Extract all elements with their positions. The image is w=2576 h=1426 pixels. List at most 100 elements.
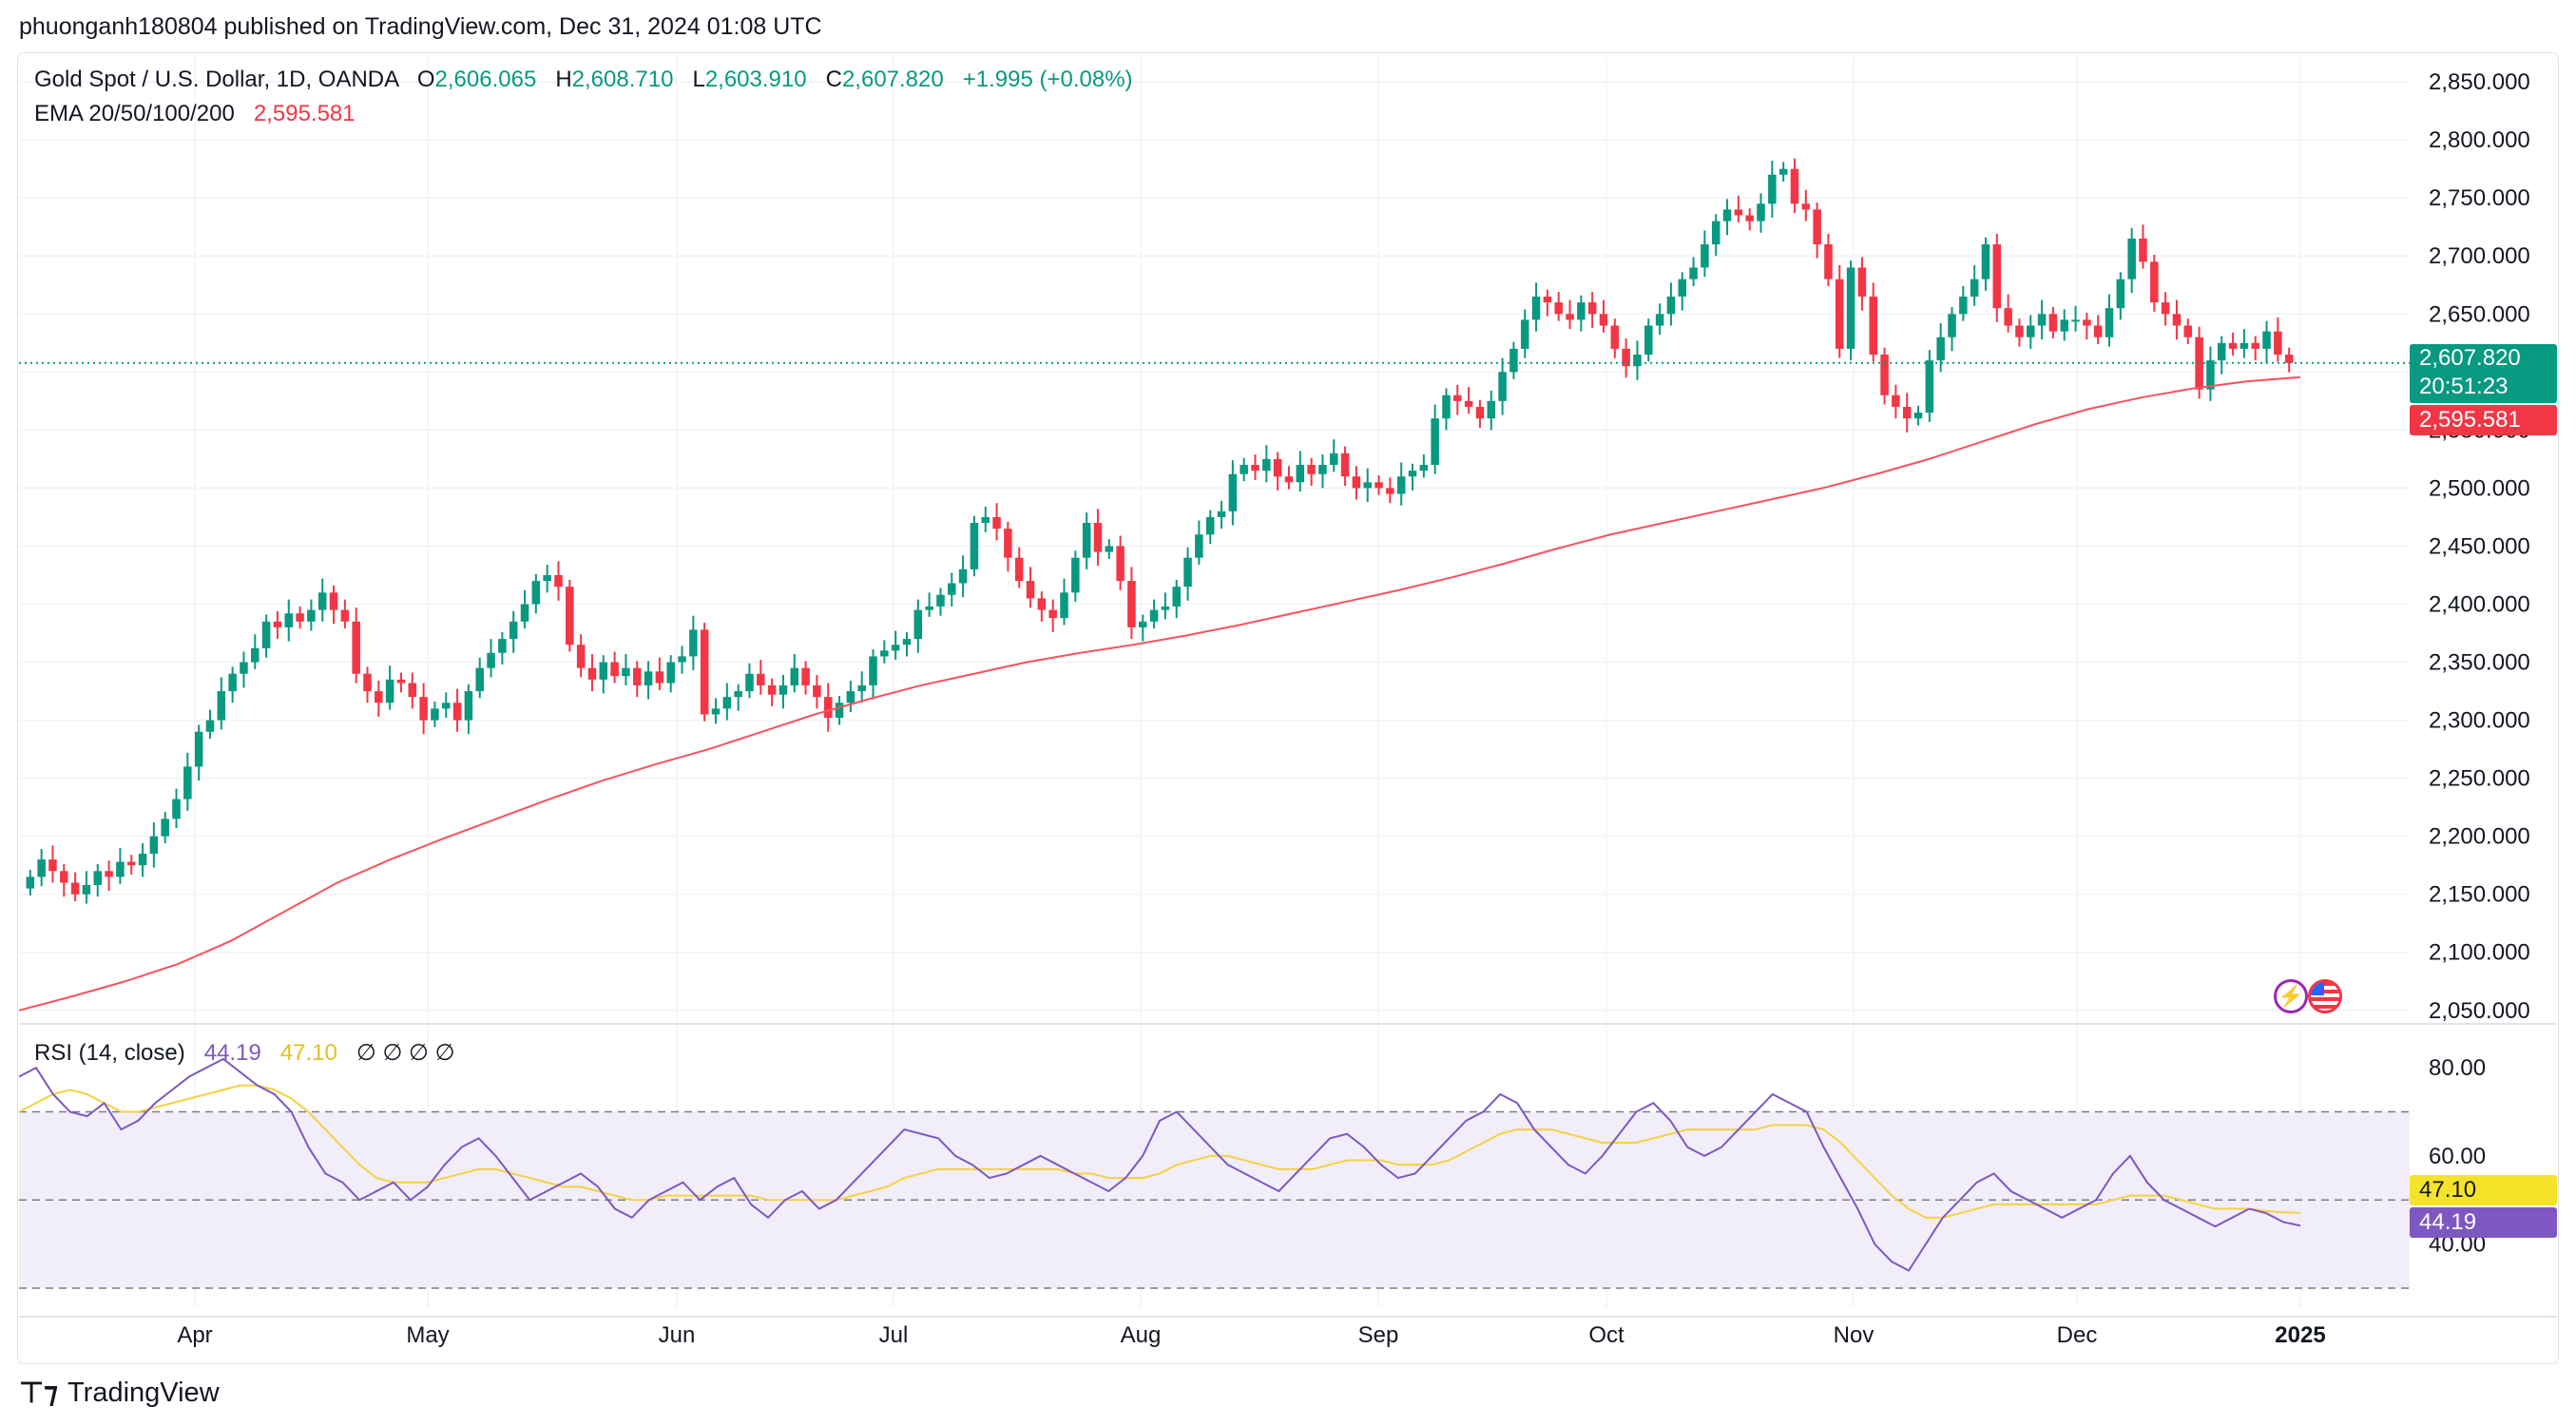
candle-body (869, 656, 877, 685)
candle-body (1217, 511, 1226, 517)
candle-body (554, 574, 563, 588)
candle-body (1183, 557, 1192, 588)
candle-body (1240, 464, 1248, 474)
rsi-tick-label: 80.00 (2429, 1055, 2486, 1081)
time-tick-label: Apr (177, 1322, 212, 1348)
candle-body (1734, 209, 1743, 216)
price-tick-label: 2,450.000 (2429, 533, 2530, 559)
candle-body (2262, 331, 2271, 349)
candle-body (1992, 244, 2002, 309)
candle-body (296, 613, 304, 622)
candle-body (1836, 279, 1844, 349)
candle-body (1948, 314, 1956, 337)
candle-body (1273, 458, 1282, 477)
candle-body (1318, 464, 1327, 474)
candle-body (2139, 238, 2147, 262)
candle-body (1205, 516, 1215, 535)
candle-body (655, 671, 664, 684)
candle-body (1902, 406, 1912, 419)
candle-body (363, 673, 372, 692)
candle-body (317, 592, 327, 610)
candle-body (1981, 244, 1990, 279)
candle-body (194, 731, 203, 767)
candle-body (1857, 267, 1867, 297)
candle-body (161, 819, 169, 837)
candle-body (813, 684, 821, 698)
price-tick-label: 2,100.000 (2429, 940, 2530, 966)
candle-body (1082, 523, 1091, 558)
candle-body (1959, 296, 1968, 315)
candle-body (1745, 215, 1754, 222)
tradingview-logo-icon: ⊤⁊ (19, 1378, 59, 1409)
candle-body (1195, 534, 1203, 558)
candle-body (385, 679, 394, 703)
candle-body (1610, 325, 1620, 349)
candle-body (2060, 319, 2068, 332)
candle-body (587, 667, 597, 680)
candle-body (948, 583, 956, 595)
price-tick-label: 2,800.000 (2429, 127, 2530, 153)
candle-body (1060, 592, 1068, 619)
candle-body (1880, 355, 1889, 395)
candle-body (419, 697, 428, 721)
candle-body (857, 684, 866, 692)
price-tick-label: 2,850.000 (2429, 69, 2530, 95)
candle-body (307, 609, 316, 622)
candle-body (891, 645, 900, 651)
last-price-tag: 2,607.820 20:51:23 (2410, 344, 2557, 403)
candle-body (1464, 400, 1473, 407)
candle-body (1587, 302, 1597, 315)
rsi-ma-line (18, 1084, 2301, 1219)
candle-body (228, 673, 237, 692)
candle-body (902, 639, 912, 646)
candle-body (531, 581, 541, 605)
candle-body (711, 708, 721, 715)
rsi-extra: ∅ ∅ ∅ ∅ (356, 1040, 455, 1066)
candle-body (2183, 325, 2193, 337)
candle-body (105, 871, 113, 877)
candle-body (835, 703, 844, 719)
candle-body (138, 853, 147, 866)
candle-body (352, 621, 360, 674)
price-tick-label: 2,500.000 (2429, 475, 2530, 501)
us-flag-icon[interactable] (2308, 979, 2342, 1013)
candle-body (1813, 209, 1821, 245)
candle-body (1970, 279, 1979, 297)
candle-body (498, 639, 507, 653)
candle-body (1554, 302, 1563, 315)
candle-body (2127, 238, 2136, 279)
price-tick-label: 2,700.000 (2429, 243, 2530, 269)
candle-body (82, 884, 91, 895)
candle-body (2161, 302, 2170, 315)
lightning-icon[interactable]: ⚡ (2274, 979, 2308, 1013)
candle-body (452, 703, 462, 721)
candle-body (1778, 168, 1788, 175)
time-tick-label: Oct (1588, 1322, 1624, 1348)
price-tick-label: 2,750.000 (2429, 185, 2530, 211)
time-tick-label: Jun (659, 1322, 696, 1348)
time-tick-label: May (406, 1322, 449, 1348)
candle-body (1892, 395, 1900, 407)
candle-body (2206, 360, 2215, 390)
candle-body (2004, 308, 2012, 326)
candle-body (520, 604, 529, 622)
tradingview-brand: TradingView (67, 1378, 220, 1408)
tradingview-logo[interactable]: ⊤⁊ TradingView (19, 1377, 220, 1410)
candle-body (60, 871, 68, 883)
candle-body (1711, 221, 1721, 245)
candle-body (1936, 337, 1945, 361)
candle-body (566, 587, 574, 646)
candle-body (1014, 557, 1024, 582)
candle-body (779, 684, 788, 695)
candle-body (1284, 476, 1294, 483)
time-tick-label: Jul (879, 1322, 909, 1348)
time-tick-label: Dec (2057, 1322, 2098, 1348)
candle-body (217, 691, 226, 721)
candle-body (442, 703, 451, 709)
candle-body (1442, 395, 1451, 419)
candle-body (183, 766, 192, 800)
candle-body (1666, 296, 1676, 315)
candle-body (149, 836, 159, 854)
candle-body (1419, 464, 1429, 472)
